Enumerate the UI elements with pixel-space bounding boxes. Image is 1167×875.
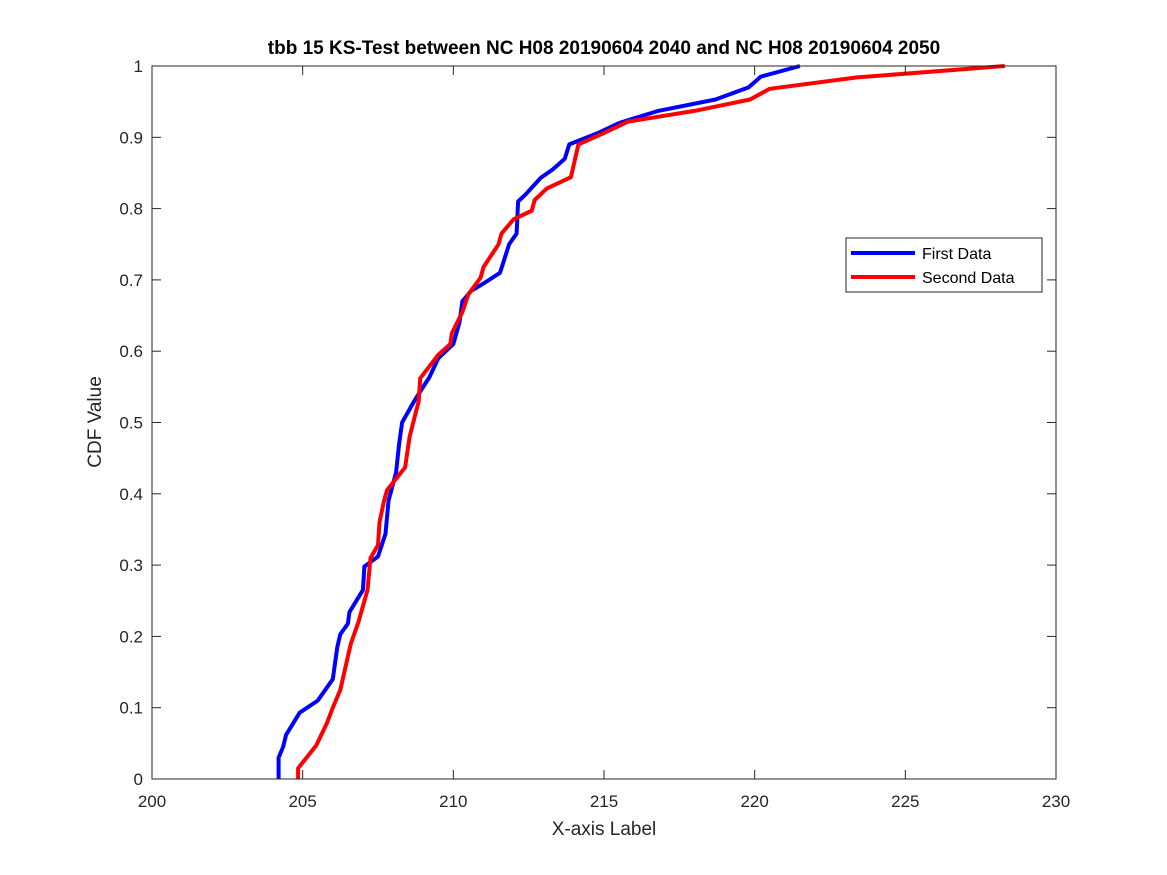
y-tick-label: 0	[134, 770, 143, 789]
y-tick-label: 0.7	[119, 271, 143, 290]
x-tick-label: 215	[590, 792, 618, 811]
y-tick-label: 0.6	[119, 342, 143, 361]
y-tick-label: 1	[134, 57, 143, 76]
x-tick-label: 200	[138, 792, 166, 811]
y-tick-label: 0.3	[119, 556, 143, 575]
x-tick-label: 220	[740, 792, 768, 811]
y-tick-label: 0.4	[119, 485, 143, 504]
x-tick-label: 225	[891, 792, 919, 811]
x-tick-label: 205	[288, 792, 316, 811]
legend-box	[845, 237, 1043, 293]
series-line-second-data	[296, 64, 1005, 779]
series-layer	[276, 64, 1005, 779]
legend-label-first-data: First Data	[922, 246, 991, 263]
y-tick-label: 0.5	[119, 414, 143, 433]
series-line-first-data	[276, 64, 801, 779]
y-tick-label: 0.2	[119, 627, 143, 646]
x-tick-label: 230	[1042, 792, 1070, 811]
y-tick-label: 0.8	[119, 200, 143, 219]
y-tick-label: 0.1	[119, 699, 143, 718]
ticks-layer: 200 205 210 215 220 225 230 0 0.1 0.2 0.3 0.4 0.5 0.6…	[119, 57, 1070, 811]
x-tick-label: 210	[439, 792, 467, 811]
chart-title: tbb 15 KS-Test between NC H08 20190604 2…	[268, 38, 940, 59]
x-axis-label: X-axis Label	[552, 819, 657, 840]
y-axis-label: CDF Value	[85, 376, 106, 468]
legend: First Data Second Data	[845, 237, 1043, 293]
legend-label-second-data: Second Data	[922, 270, 1015, 287]
plot-area	[152, 66, 1056, 779]
y-tick-label: 0.9	[119, 128, 143, 147]
